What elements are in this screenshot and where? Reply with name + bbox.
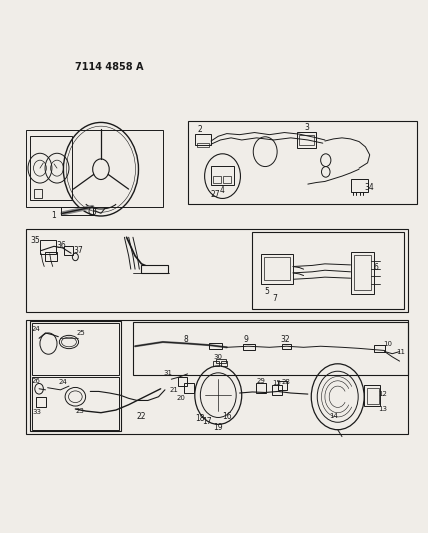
Bar <box>178 376 187 386</box>
Bar <box>142 265 168 273</box>
Bar <box>367 387 379 403</box>
Bar <box>223 175 231 183</box>
Bar <box>299 135 314 146</box>
Bar <box>34 189 42 198</box>
Bar <box>282 344 291 350</box>
Bar <box>278 381 286 390</box>
Bar <box>213 361 219 366</box>
Text: 26: 26 <box>31 378 40 384</box>
Text: 4: 4 <box>220 186 225 195</box>
Text: 10: 10 <box>383 341 392 346</box>
Text: 32: 32 <box>281 335 291 344</box>
Text: 7: 7 <box>273 294 277 303</box>
Text: 7114 4858 A: 7114 4858 A <box>75 62 144 72</box>
Bar <box>351 252 374 294</box>
Bar <box>32 377 119 430</box>
Bar <box>364 385 380 406</box>
Text: 17: 17 <box>202 417 212 426</box>
Text: 23: 23 <box>75 408 84 414</box>
Text: 29: 29 <box>256 378 265 384</box>
Bar <box>30 321 122 431</box>
Text: 20: 20 <box>176 395 185 401</box>
Bar <box>221 361 227 366</box>
Text: 16: 16 <box>222 412 232 421</box>
Bar <box>36 397 46 407</box>
Text: 31: 31 <box>164 370 173 376</box>
Text: 5: 5 <box>264 287 269 296</box>
Text: 19: 19 <box>214 423 223 432</box>
Bar <box>26 320 408 434</box>
Text: 36: 36 <box>56 241 66 250</box>
Text: 15: 15 <box>273 381 282 386</box>
Bar <box>211 166 234 185</box>
Text: 30: 30 <box>214 354 223 360</box>
Bar <box>265 257 290 280</box>
Bar <box>40 240 56 254</box>
Bar <box>195 134 211 146</box>
Text: 14: 14 <box>329 414 338 419</box>
Bar <box>354 255 371 290</box>
Text: 27: 27 <box>211 190 220 199</box>
Bar <box>61 207 93 215</box>
Text: 28: 28 <box>281 379 290 385</box>
Text: 8: 8 <box>184 335 189 344</box>
Text: 1: 1 <box>52 211 56 220</box>
Text: 3: 3 <box>304 123 309 132</box>
Text: 34: 34 <box>364 183 374 192</box>
Bar <box>133 322 408 375</box>
Text: 24: 24 <box>31 326 40 332</box>
Text: 25: 25 <box>77 330 85 336</box>
Bar <box>184 383 193 393</box>
Bar <box>243 344 255 351</box>
Bar <box>188 122 416 204</box>
Bar <box>213 175 221 183</box>
Text: 21: 21 <box>169 387 178 393</box>
Text: 35: 35 <box>31 237 41 246</box>
Text: 33: 33 <box>33 409 42 415</box>
Bar <box>197 143 209 148</box>
Text: 13: 13 <box>378 406 387 412</box>
Bar <box>261 254 293 284</box>
Bar <box>32 324 119 375</box>
Bar <box>26 130 163 207</box>
Text: 2: 2 <box>198 125 203 134</box>
Text: 37: 37 <box>74 246 83 255</box>
Bar <box>26 229 408 312</box>
Text: 6: 6 <box>374 263 378 272</box>
Bar <box>209 343 222 350</box>
Bar <box>297 132 316 148</box>
Bar <box>374 345 385 352</box>
Text: 24: 24 <box>58 379 67 385</box>
Bar <box>253 232 404 309</box>
Text: 11: 11 <box>396 349 405 354</box>
Bar <box>45 252 57 261</box>
Text: 22: 22 <box>137 412 146 421</box>
Text: 18: 18 <box>195 414 205 423</box>
Bar <box>272 384 282 395</box>
Bar <box>30 136 72 200</box>
Text: 12: 12 <box>378 391 387 397</box>
Bar <box>351 179 369 192</box>
Text: 9: 9 <box>244 335 249 344</box>
Bar <box>256 383 267 393</box>
Bar <box>64 246 73 255</box>
Bar <box>216 359 226 364</box>
